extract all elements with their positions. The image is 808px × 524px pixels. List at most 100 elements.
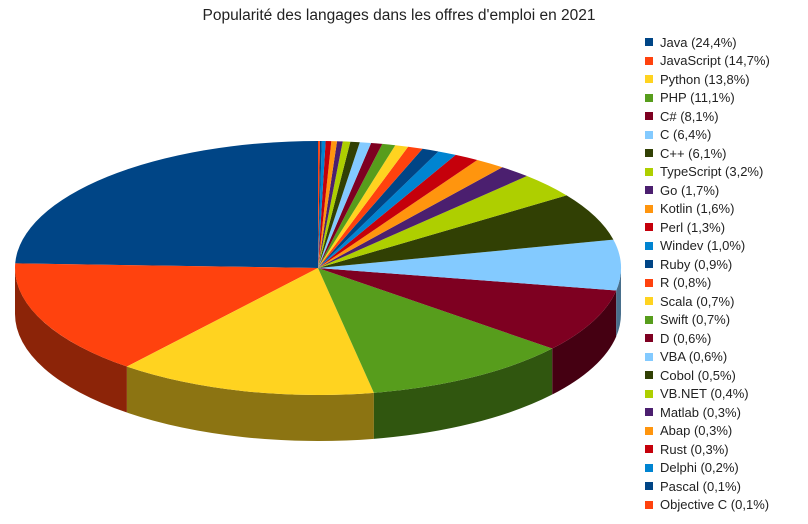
legend-swatch: [645, 315, 653, 324]
pie-top: [14, 141, 622, 395]
legend-label: Objective C (0,1%): [660, 497, 770, 513]
legend-label: Cobol (0,5%): [660, 367, 736, 383]
legend-item: Delphi (0,2%): [645, 459, 770, 478]
pie-slice-pascal: [318, 141, 322, 268]
legend-label: Delphi (0,2%): [660, 460, 739, 476]
legend-swatch: [645, 56, 653, 65]
pie-slice-swift: [318, 143, 396, 268]
legend-label: Ruby (0,9%): [660, 256, 733, 272]
pie-slice-go: [318, 167, 527, 268]
pie-chart: [14, 141, 622, 441]
legend-item: Swift (0,7%): [645, 311, 770, 330]
legend-swatch: [645, 278, 653, 287]
legend-swatch: [645, 371, 653, 380]
pie-slice-side: [616, 268, 621, 337]
legend-swatch: [645, 130, 653, 139]
chart-title-text: Popularité des langages dans les offres …: [202, 7, 596, 24]
pie-slice-javascript: [14, 263, 318, 367]
pie-slice-typescript: [318, 176, 567, 268]
legend-label: C (6,4%): [660, 127, 712, 143]
chart-title: Popularité des langages dans les offres …: [0, 7, 808, 25]
pie-slice-side: [552, 290, 617, 395]
legend-swatch: [645, 500, 653, 509]
legend-label: Pascal (0,1%): [660, 478, 741, 494]
legend-swatch: [645, 352, 653, 361]
legend-label: Kotlin (1,6%): [660, 201, 735, 217]
legend-item: R (0,8%): [645, 274, 770, 293]
legend-item: C++ (6,1%): [645, 144, 770, 163]
pie-slice-objective-c: [318, 141, 320, 268]
legend-item: Windev (1,0%): [645, 237, 770, 256]
legend-swatch: [645, 408, 653, 417]
legend-swatch: [645, 463, 653, 472]
legend-swatch: [645, 93, 653, 102]
legend-item: Scala (0,7%): [645, 292, 770, 311]
legend-label: D (0,6%): [660, 330, 712, 346]
legend-item: PHP (11,1%): [645, 89, 770, 108]
legend-swatch: [645, 445, 653, 454]
pie-side-walls: [15, 268, 621, 441]
pie-slice-side: [373, 348, 553, 439]
legend-swatch: [645, 75, 653, 84]
legend-item: Kotlin (1,6%): [645, 200, 770, 219]
legend-swatch: [645, 167, 653, 176]
legend-item: Python (13,8%): [645, 70, 770, 89]
legend-item: D (0,6%): [645, 329, 770, 348]
pie-slice-c-: [318, 195, 614, 268]
legend-label: C# (8,1%): [660, 108, 719, 124]
pie-slice-java: [15, 141, 319, 268]
legend-item: Java (24,4%): [645, 33, 770, 52]
legend-swatch: [645, 38, 653, 47]
legend-swatch: [645, 112, 653, 121]
legend-label: Rust (0,3%): [660, 441, 729, 457]
pie-slice-windev: [318, 151, 456, 268]
legend-item: C (6,4%): [645, 126, 770, 145]
legend-item: VB.NET (0,4%): [645, 385, 770, 404]
legend-item: Go (1,7%): [645, 181, 770, 200]
pie-slice-matlab: [318, 141, 343, 268]
legend-item: Rust (0,3%): [645, 440, 770, 459]
legend-label: Swift (0,7%): [660, 312, 731, 328]
legend-swatch: [645, 223, 653, 232]
pie-slice-d: [318, 142, 383, 268]
pie-slice-side: [126, 366, 374, 441]
legend-item: TypeScript (3,2%): [645, 163, 770, 182]
pie-slice-ruby: [318, 148, 439, 268]
legend-label: TypeScript (3,2%): [660, 164, 764, 180]
legend-label: VB.NET (0,4%): [660, 386, 749, 402]
legend-swatch: [645, 186, 653, 195]
legend-swatch: [645, 482, 653, 491]
legend-label: C++ (6,1%): [660, 145, 727, 161]
legend-label: JavaScript (14,7%): [660, 53, 770, 69]
pie-slice-python: [126, 268, 374, 395]
pie-slice-vba: [318, 142, 372, 268]
legend-label: Java (24,4%): [660, 34, 737, 50]
pie-slice-kotlin: [318, 159, 503, 268]
legend-item: JavaScript (14,7%): [645, 52, 770, 71]
pie-slice-abap: [318, 141, 338, 268]
pie-slice-c-: [318, 268, 617, 349]
legend-label: Windev (1,0%): [660, 238, 746, 254]
chart-legend: Java (24,4%) JavaScript (14,7%) Python (13…: [645, 33, 770, 514]
pie-slice-rust: [318, 141, 332, 268]
legend-swatch: [645, 389, 653, 398]
legend-swatch: [645, 334, 653, 343]
legend-swatch: [645, 241, 653, 250]
pie-slice-c: [318, 239, 622, 291]
legend-item: Ruby (0,9%): [645, 255, 770, 274]
legend-item: Cobol (0,5%): [645, 366, 770, 385]
legend-swatch: [645, 426, 653, 435]
pie-slice-scala: [318, 145, 409, 268]
legend-swatch: [645, 204, 653, 213]
legend-label: Python (13,8%): [660, 71, 750, 87]
legend-item: Abap (0,3%): [645, 422, 770, 441]
legend-item: VBA (0,6%): [645, 348, 770, 367]
legend-swatch: [645, 149, 653, 158]
pie-slice-cobol: [318, 141, 360, 268]
legend-label: PHP (11,1%): [660, 90, 735, 106]
legend-label: Matlab (0,3%): [660, 404, 741, 420]
legend-label: Go (1,7%): [660, 182, 720, 198]
pie-slice-vb-net: [318, 141, 351, 268]
legend-label: Perl (1,3%): [660, 219, 726, 235]
pie-slice-delphi: [318, 141, 326, 268]
